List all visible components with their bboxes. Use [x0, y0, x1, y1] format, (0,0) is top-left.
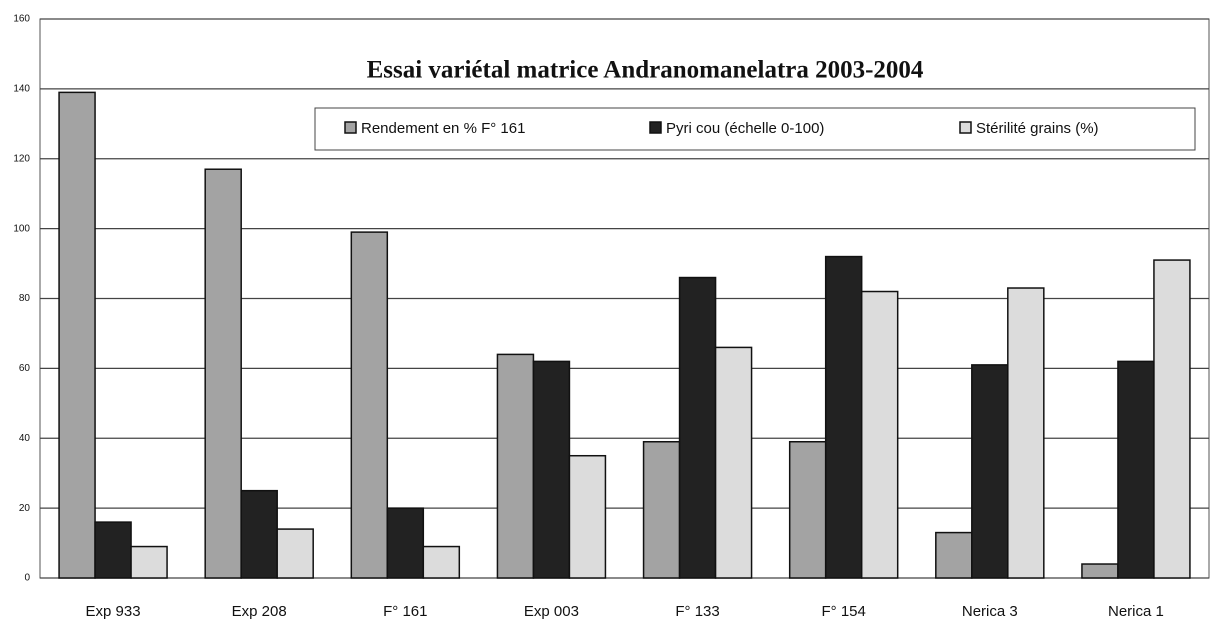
x-tick-label: F° 161	[383, 603, 427, 620]
y-tick-label: 40	[19, 433, 31, 444]
chart-title: Essai variétal matrice Andranomanelatra …	[367, 57, 924, 84]
y-tick-label: 0	[24, 573, 30, 584]
bar	[824, 255, 863, 579]
bar	[568, 454, 607, 579]
bar	[642, 440, 681, 579]
x-tick-label: Nerica 3	[962, 603, 1018, 620]
bar	[788, 440, 827, 579]
bar	[971, 364, 1009, 579]
y-tick-label: 120	[13, 153, 30, 164]
bar	[860, 290, 899, 579]
x-tick-label: Nerica 1	[1108, 603, 1164, 620]
y-tick-label: 140	[13, 84, 30, 95]
y-tick-label: 20	[19, 503, 31, 514]
legend-label: Rendement en % F° 161	[361, 120, 525, 137]
y-tick-label: 160	[13, 14, 30, 25]
legend-swatch	[649, 121, 662, 134]
bar	[935, 531, 973, 579]
bar	[678, 276, 717, 579]
bar	[422, 545, 461, 579]
bar	[204, 168, 242, 579]
bar	[1081, 563, 1119, 579]
bar	[276, 528, 314, 579]
x-tick-label: Exp 208	[232, 603, 287, 620]
legend-box	[314, 107, 1196, 151]
legend-label: Pyri cou (échelle 0-100)	[666, 120, 824, 137]
bar	[94, 521, 132, 579]
legend-label: Stérilité grains (%)	[976, 120, 1099, 137]
y-tick-label: 80	[19, 293, 31, 304]
bar	[130, 545, 168, 579]
y-tick-label: 60	[19, 363, 31, 374]
bar	[714, 346, 753, 579]
bar	[350, 231, 389, 579]
x-tick-label: F° 154	[822, 603, 866, 620]
x-tick-label: Exp 003	[524, 603, 579, 620]
legend-swatch	[959, 121, 972, 134]
x-tick-label: Exp 933	[86, 603, 141, 620]
bar	[240, 489, 278, 579]
bar	[532, 360, 571, 579]
legend-swatch	[344, 121, 357, 134]
bar	[1153, 259, 1191, 579]
bar	[496, 353, 535, 579]
bar	[386, 507, 425, 579]
y-tick-label: 100	[13, 223, 30, 234]
bar	[58, 91, 96, 579]
bar	[1007, 287, 1045, 579]
x-tick-label: F° 133	[675, 603, 719, 620]
bar	[1117, 360, 1155, 579]
